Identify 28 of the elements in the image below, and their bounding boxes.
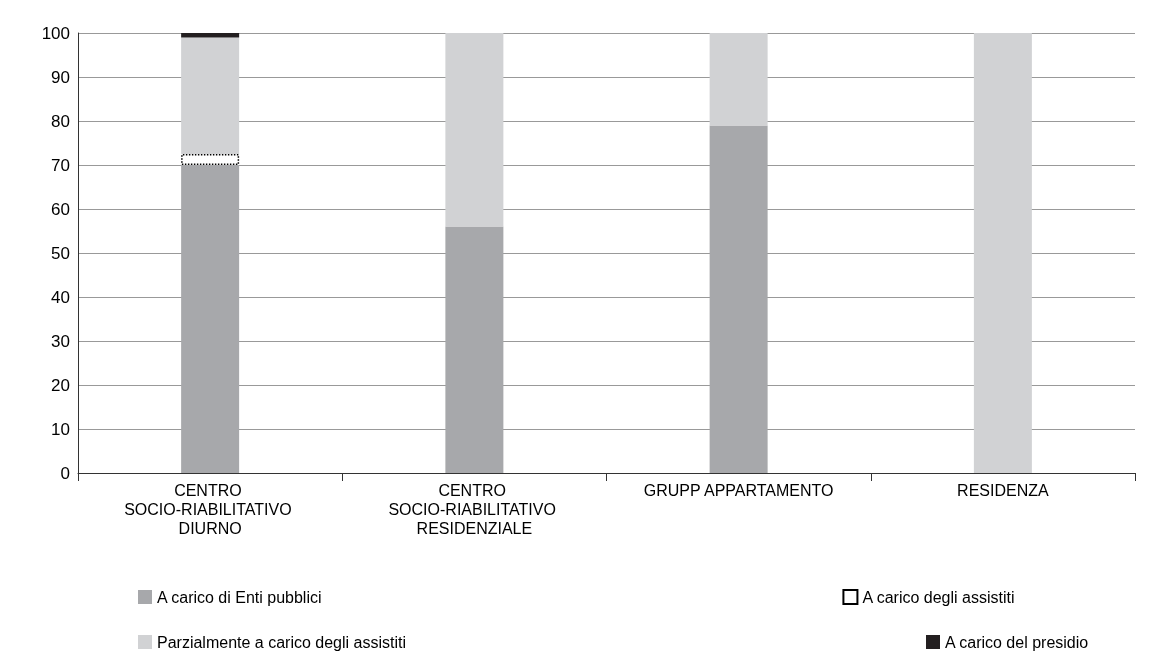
y-tick-label: 70 (51, 155, 70, 175)
bar (709, 33, 768, 126)
bar (709, 125, 768, 473)
y-tick-label: 80 (51, 111, 70, 131)
x-tick-label: CENTRO SOCIO-RIABILITATIVO RESIDENZIALE (388, 482, 561, 537)
y-tick-label: 60 (51, 199, 70, 219)
y-tick-label: 40 (51, 287, 70, 307)
legend-label: Parzialmente a carico degli assistiti (157, 633, 406, 651)
bar (445, 33, 504, 227)
bar (181, 33, 240, 38)
legend-label: A carico del presidio (944, 633, 1089, 651)
x-tick-label: CENTRO SOCIO-RIABILITATIVO DIURNO (124, 482, 297, 537)
y-tick-label: 50 (51, 243, 70, 263)
y-tick-label: 10 (51, 419, 70, 439)
x-tick-label: RESIDENZA (957, 482, 1049, 499)
bar (181, 37, 240, 154)
y-tick-label: 30 (51, 331, 70, 351)
legend-label: A carico degli assistiti (862, 588, 1015, 606)
bar (445, 226, 504, 473)
y-tick-label: 0 (60, 463, 70, 483)
y-tick-label: 20 (51, 375, 70, 395)
legend-label: A carico di Enti pubblici (157, 588, 322, 606)
x-tick-label: GRUPP APPARTAMENTO (643, 482, 834, 499)
bar (181, 165, 240, 473)
y-tick-label: 100 (41, 23, 70, 43)
bar (973, 33, 1032, 473)
bar (181, 154, 240, 165)
y-tick-label: 90 (51, 67, 70, 87)
